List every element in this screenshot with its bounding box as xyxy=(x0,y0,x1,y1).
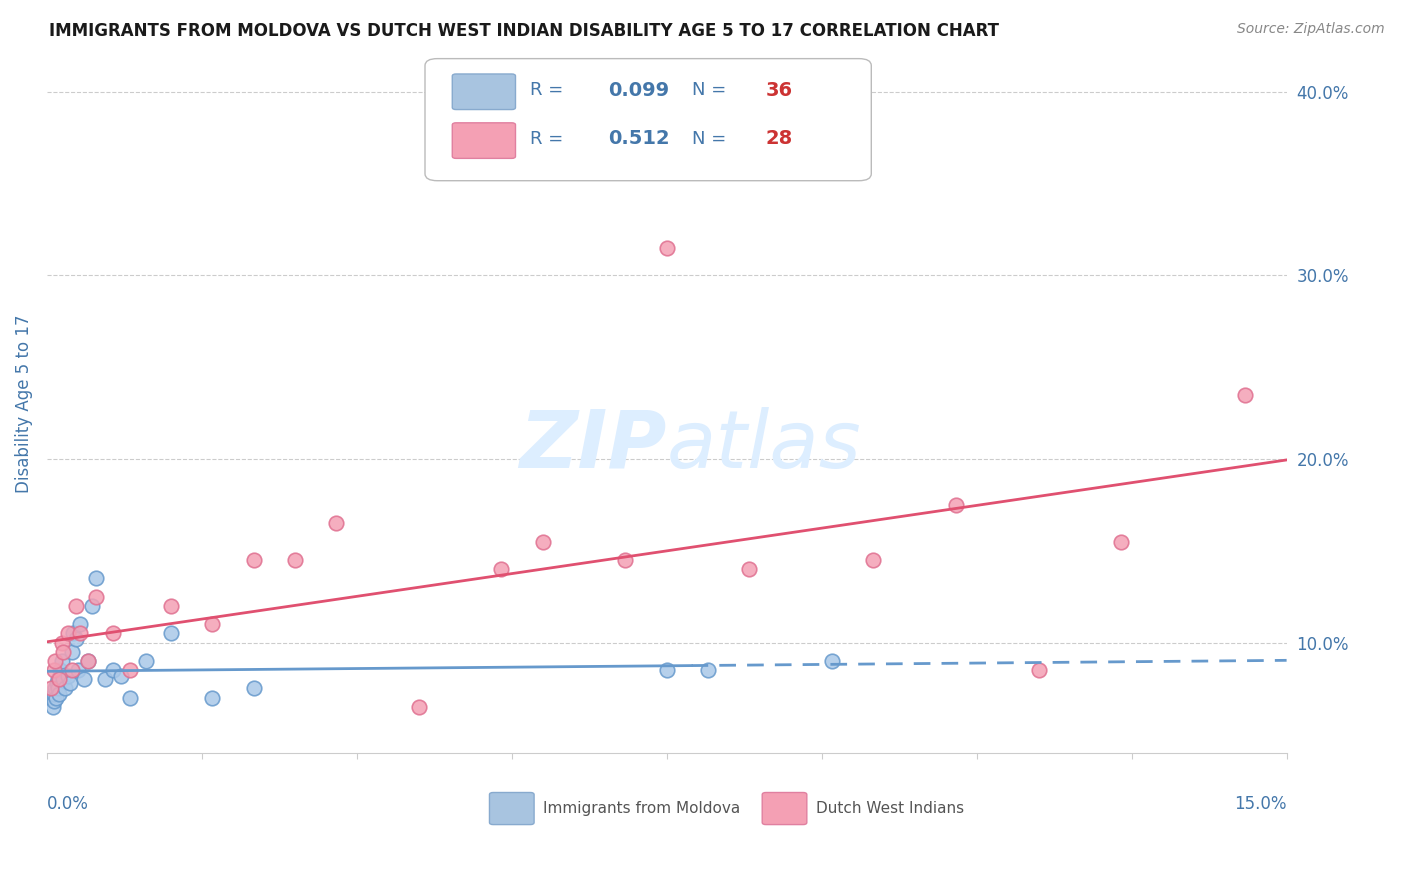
Point xyxy=(325,516,347,531)
Point xyxy=(862,553,884,567)
Point xyxy=(67,663,90,677)
Point xyxy=(51,635,73,649)
Point xyxy=(201,690,224,705)
Point xyxy=(491,562,513,576)
FancyBboxPatch shape xyxy=(453,123,516,159)
Point xyxy=(697,663,720,677)
Point xyxy=(77,654,100,668)
Point xyxy=(49,663,72,677)
Point xyxy=(160,599,183,613)
Point xyxy=(48,673,70,687)
Point xyxy=(82,599,104,613)
Point xyxy=(531,534,554,549)
Point xyxy=(46,673,69,687)
Text: 0.0%: 0.0% xyxy=(46,795,89,813)
Point xyxy=(44,654,66,668)
Point xyxy=(118,663,141,677)
Point xyxy=(60,663,83,677)
FancyBboxPatch shape xyxy=(489,792,534,824)
Text: Dutch West Indians: Dutch West Indians xyxy=(815,801,963,816)
Point xyxy=(655,241,678,255)
Text: R =: R = xyxy=(530,81,569,99)
Point xyxy=(242,553,264,567)
Point xyxy=(42,663,65,677)
Point xyxy=(69,617,91,632)
Text: atlas: atlas xyxy=(666,407,862,484)
Point xyxy=(160,626,183,640)
Point xyxy=(56,668,79,682)
Point xyxy=(60,645,83,659)
Text: IMMIGRANTS FROM MOLDOVA VS DUTCH WEST INDIAN DISABILITY AGE 5 TO 17 CORRELATION : IMMIGRANTS FROM MOLDOVA VS DUTCH WEST IN… xyxy=(49,22,1000,40)
Point xyxy=(101,626,124,640)
Text: 0.099: 0.099 xyxy=(609,80,669,100)
FancyBboxPatch shape xyxy=(453,74,516,110)
Point xyxy=(118,690,141,705)
Text: 36: 36 xyxy=(766,80,793,100)
Point xyxy=(48,687,70,701)
Point xyxy=(39,690,62,705)
Point xyxy=(135,654,157,668)
Point xyxy=(52,645,75,659)
Text: Immigrants from Moldova: Immigrants from Moldova xyxy=(543,801,740,816)
Point xyxy=(945,498,967,512)
Text: 15.0%: 15.0% xyxy=(1234,795,1286,813)
Point xyxy=(53,681,76,696)
Point xyxy=(614,553,637,567)
Point xyxy=(408,699,430,714)
Text: 28: 28 xyxy=(766,129,793,148)
Text: N =: N = xyxy=(692,81,731,99)
Point xyxy=(1028,663,1050,677)
Point xyxy=(56,626,79,640)
Point xyxy=(201,617,224,632)
Point xyxy=(59,676,82,690)
Point xyxy=(738,562,761,576)
Text: R =: R = xyxy=(530,130,569,148)
Point xyxy=(93,673,115,687)
Text: N =: N = xyxy=(692,130,731,148)
Point xyxy=(65,632,87,646)
Y-axis label: Disability Age 5 to 17: Disability Age 5 to 17 xyxy=(15,315,32,493)
Point xyxy=(1234,388,1257,402)
Point xyxy=(73,673,96,687)
Point xyxy=(45,676,67,690)
Point xyxy=(44,687,66,701)
Point xyxy=(77,654,100,668)
Point xyxy=(44,681,66,696)
Point xyxy=(101,663,124,677)
Point xyxy=(284,553,307,567)
Text: 0.512: 0.512 xyxy=(609,129,671,148)
Point xyxy=(86,590,108,604)
Text: ZIP: ZIP xyxy=(519,407,666,484)
Point xyxy=(110,668,132,682)
Point xyxy=(1111,534,1133,549)
Point xyxy=(41,699,63,714)
Point xyxy=(52,673,75,687)
Point xyxy=(45,690,67,705)
FancyBboxPatch shape xyxy=(762,792,807,824)
Text: Source: ZipAtlas.com: Source: ZipAtlas.com xyxy=(1237,22,1385,37)
Point xyxy=(242,681,264,696)
FancyBboxPatch shape xyxy=(425,59,872,181)
Point xyxy=(39,681,62,696)
Point xyxy=(655,663,678,677)
Point xyxy=(69,626,91,640)
Point xyxy=(65,599,87,613)
Point xyxy=(62,626,84,640)
Point xyxy=(42,694,65,708)
Point xyxy=(48,681,70,696)
Point xyxy=(821,654,844,668)
Point xyxy=(51,654,73,668)
Point xyxy=(86,571,108,585)
